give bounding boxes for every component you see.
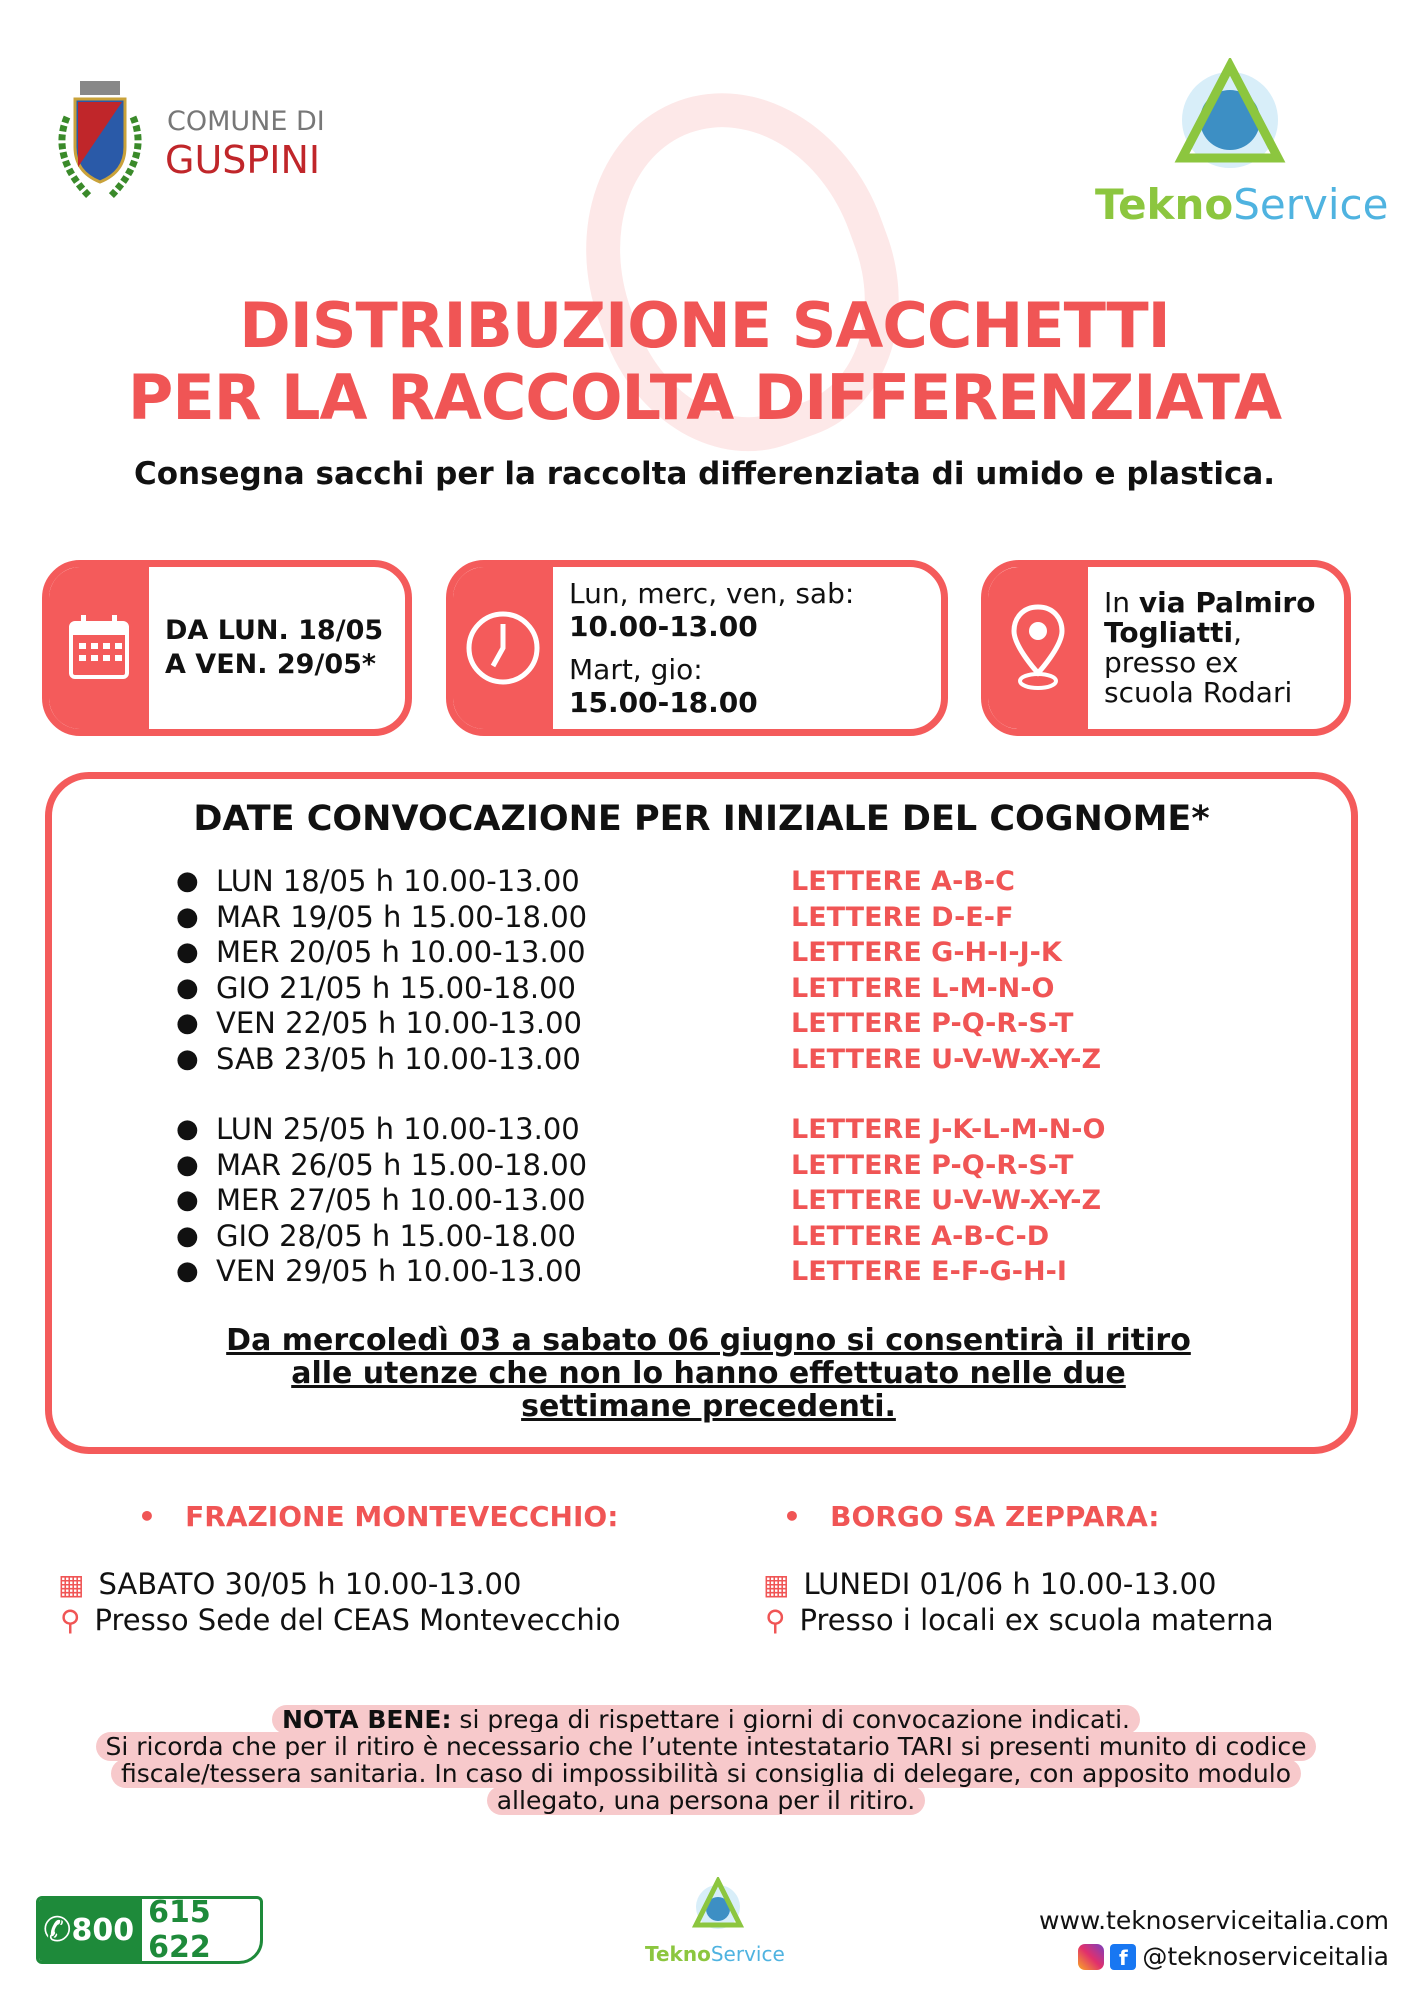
schedule-row-letters: LETTERE J-K-L-M-N-O bbox=[791, 1114, 1106, 1145]
bullet: ● bbox=[176, 1114, 199, 1144]
location-pin-icon: ⚲ bbox=[765, 1603, 786, 1637]
bullet: ● bbox=[176, 937, 199, 967]
teknoservice-small-logo bbox=[690, 1875, 746, 1933]
period-card: DA LUN. 18/05 A VEN. 29/05* bbox=[42, 560, 412, 736]
clock-icon bbox=[466, 611, 540, 685]
schedule-row-date: ● VEN 29/05 h 10.00-13.00 bbox=[176, 1254, 582, 1288]
schedule-row-date: ● SAB 23/05 h 10.00-13.00 bbox=[176, 1041, 581, 1076]
schedule-heading: DATE CONVOCAZIONE PER INIZIALE DEL COGNO… bbox=[193, 799, 1210, 839]
schedule-row-date: ● GIO 28/05 h 15.00-18.00 bbox=[176, 1218, 576, 1253]
schedule-row-letters: LETTERE U-V-W-X-Y-Z bbox=[791, 1043, 1102, 1075]
location-pin-icon bbox=[1011, 604, 1065, 690]
place-line-3: presso ex bbox=[1104, 646, 1239, 679]
location-pin-icon: ⚲ bbox=[60, 1603, 81, 1637]
social-handle[interactable]: f @teknoserviceitalia bbox=[1078, 1942, 1389, 1971]
schedule-row-date: ● VEN 22/05 h 10.00-13.00 bbox=[176, 1006, 582, 1040]
schedule-box: DATE CONVOCAZIONE PER INIZIALE DEL COGNO… bbox=[45, 772, 1358, 1454]
place-street: via Palmiro bbox=[1138, 586, 1316, 619]
bullet: ● bbox=[176, 1185, 199, 1215]
bullet: ● bbox=[176, 866, 199, 896]
hours-days-2: Mart, gio: bbox=[569, 653, 703, 686]
calendar-icon: ▦ bbox=[58, 1567, 85, 1601]
teknoservice-small-wordmark: TeknoService bbox=[645, 1942, 785, 1966]
bullet: ● bbox=[176, 972, 199, 1003]
place-street-2: Togliatti bbox=[1104, 616, 1234, 649]
schedule-row-date: ● MER 20/05 h 10.00-13.00 bbox=[176, 935, 586, 969]
schedule-row-letters: LETTERE P-Q-R-S-T bbox=[791, 1149, 1074, 1181]
bullet: ● bbox=[176, 901, 199, 932]
page-title: DISTRIBUZIONE SACCHETTI PER LA RACCOLTA D… bbox=[127, 289, 1282, 434]
comune-name: GUSPINI bbox=[165, 138, 321, 182]
comune-label: COMUNE DI bbox=[167, 106, 325, 137]
teknoservice-globe-logo bbox=[1170, 56, 1290, 178]
schedule-row-date: ● LUN 25/05 h 10.00-13.00 bbox=[176, 1112, 580, 1146]
zeppara-date: ▦ LUNEDI 01/06 h 10.00-13.00 bbox=[763, 1567, 1217, 1601]
hours-days-1: Lun, merc, ven, sab: bbox=[569, 577, 855, 610]
instagram-icon[interactable] bbox=[1078, 1943, 1105, 1970]
comune-crest-logo bbox=[45, 77, 155, 205]
bullet: ● bbox=[176, 1008, 199, 1038]
subtitle: Consegna sacchi per la raccolta differen… bbox=[133, 456, 1276, 492]
place-prefix: In bbox=[1104, 586, 1139, 619]
frazione-montevecchio-heading: • FRAZIONE MONTEVECCHIO: bbox=[138, 1500, 619, 1533]
schedule-row-date: ● MER 27/05 h 10.00-13.00 bbox=[176, 1183, 586, 1217]
hours-time-2: 15.00-18.00 bbox=[569, 686, 758, 719]
nota-bene: NOTA BENE: si prega di rispettare i gior… bbox=[36, 1705, 1376, 1815]
bullet: ● bbox=[176, 1043, 199, 1074]
recovery-note: Da mercoledì 03 a sabato 06 giugno si co… bbox=[226, 1323, 1191, 1424]
bullet: ● bbox=[176, 1256, 199, 1286]
bullet: ● bbox=[176, 1149, 199, 1180]
borgo-sa-zeppara-heading: • BORGO SA ZEPPARA: bbox=[783, 1500, 1160, 1533]
website-link[interactable]: www.teknoserviceitalia.com bbox=[1039, 1906, 1389, 1935]
schedule-row-letters: LETTERE G-H-I-J-K bbox=[791, 937, 1062, 968]
schedule-row-letters: LETTERE U-V-W-X-Y-Z bbox=[791, 1185, 1102, 1216]
schedule-row-date: ● MAR 19/05 h 15.00-18.00 bbox=[176, 899, 588, 934]
place-line-4: scuola Rodari bbox=[1104, 676, 1293, 709]
schedule-row-letters: LETTERE L-M-N-O bbox=[791, 972, 1055, 1004]
calendar-icon: ▦ bbox=[763, 1567, 790, 1601]
calendar-icon bbox=[69, 615, 129, 679]
facebook-icon[interactable]: f bbox=[1110, 1943, 1137, 1970]
schedule-row-letters: LETTERE P-Q-R-S-T bbox=[791, 1008, 1074, 1039]
period-end: A VEN. 29/05* bbox=[165, 649, 377, 680]
toll-free-number[interactable]: ✆ 800 615 622 bbox=[36, 1896, 263, 1964]
zeppara-place: ⚲ Presso i locali ex scuola materna bbox=[765, 1603, 1274, 1637]
schedule-row-letters: LETTERE A-B-C bbox=[791, 866, 1015, 897]
schedule-row-date: ● GIO 21/05 h 15.00-18.00 bbox=[176, 970, 576, 1005]
phone-icon: ✆ bbox=[43, 1910, 72, 1950]
montevecchio-place: ⚲ Presso Sede del CEAS Montevecchio bbox=[60, 1603, 621, 1637]
place-comma: , bbox=[1233, 616, 1243, 649]
place-card: In via Palmiro Togliatti, presso ex scuo… bbox=[981, 560, 1351, 736]
schedule-row-letters: LETTERE D-E-F bbox=[791, 901, 1014, 933]
schedule-row-date: ● LUN 18/05 h 10.00-13.00 bbox=[176, 864, 580, 898]
teknoservice-wordmark: TeknoService bbox=[1095, 180, 1389, 229]
schedule-row-letters: LETTERE E-F-G-H-I bbox=[791, 1256, 1067, 1287]
schedule-row-date: ● MAR 26/05 h 15.00-18.00 bbox=[176, 1147, 588, 1182]
period-start: DA LUN. 18/05 bbox=[165, 615, 384, 646]
hours-time-1: 10.00-13.00 bbox=[569, 610, 758, 643]
schedule-row-letters: LETTERE A-B-C-D bbox=[791, 1220, 1050, 1252]
hours-card: Lun, merc, ven, sab: 10.00-13.00 Mart, g… bbox=[446, 560, 948, 736]
bullet: ● bbox=[176, 1220, 199, 1251]
montevecchio-date: ▦ SABATO 30/05 h 10.00-13.00 bbox=[58, 1567, 522, 1601]
